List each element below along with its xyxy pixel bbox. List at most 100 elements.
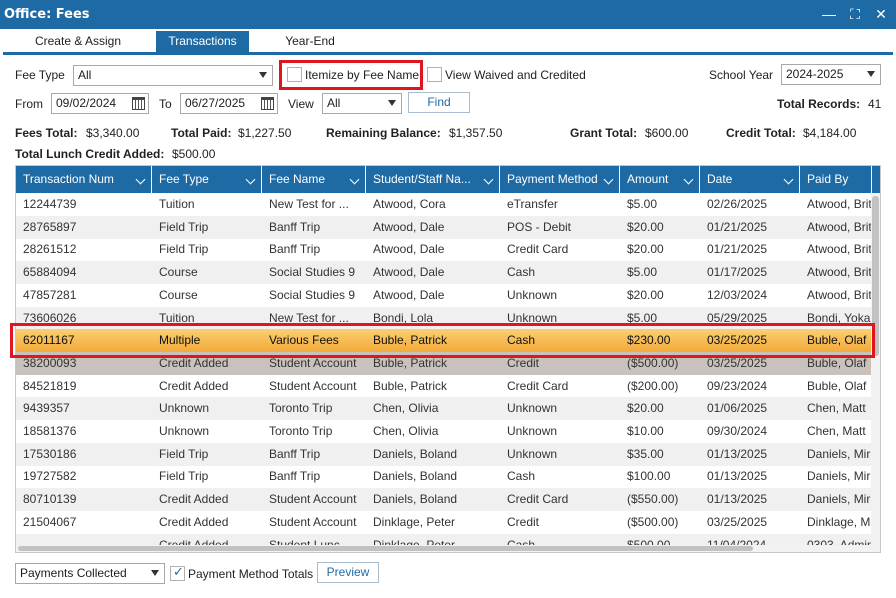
calendar-icon[interactable] [132,97,145,110]
chevron-down-icon[interactable] [349,174,360,185]
chevron-down-icon[interactable] [483,174,494,185]
column-header[interactable]: Fee Type [152,166,262,193]
table-cell: New Test for ... [269,310,349,325]
view-value: All [327,96,341,110]
tab-transactions[interactable]: Transactions [156,31,249,52]
table-cell: Chen, Olivia [373,424,439,438]
credit-total-value: $4,184.00 [803,126,857,140]
chevron-down-icon[interactable] [135,174,146,185]
table-row[interactable]: 47857281 Course Social Studies 9 Atwood, Da… [16,284,872,307]
table-cell: 03/25/2025 [707,333,768,348]
column-header[interactable]: Fee Name [262,166,366,193]
table-row[interactable]: 21504067 Credit Added Student Account Dinkl… [16,511,872,534]
column-header[interactable]: Amount [620,166,700,193]
table-cell: Daniels, Mir [807,492,871,507]
fee-type-select[interactable]: All [73,65,273,86]
itemize-checkbox[interactable] [287,67,302,82]
table-cell: $10.00 [627,424,664,438]
table-cell: 18581376 [23,424,77,438]
column-header[interactable]: Student/Staff Na... [366,166,500,193]
table-cell: Atwood, Dale [373,219,445,234]
vertical-scrollbar[interactable] [871,193,880,552]
payment-totals-checkbox[interactable]: ✓ [170,564,185,581]
column-header-label: Amount [627,172,669,186]
table-row[interactable]: 28261512 Field Trip Banff Trip Atwood, Dale… [16,238,872,261]
table-cell: 09/30/2024 [707,424,768,438]
to-date-value: 06/27/2025 [185,96,246,110]
grant-total-label: Grant Total: [570,126,638,140]
table-row[interactable]: 28765897 Field Trip Banff Trip Atwood, Dale… [16,215,872,239]
tab-create-assign[interactable]: Create & Assign [34,34,122,48]
scroll-thumb[interactable] [18,546,753,551]
table-row[interactable]: 19727582 Field Trip Banff Trip Daniels, Bol… [16,465,872,488]
table-cell: Chen, Olivia [373,401,439,416]
to-label: To [159,97,172,111]
column-header-label: Payment Method [507,172,598,186]
table-cell: Course [159,265,198,280]
table-cell: Atwood, Brit [807,287,872,302]
highlight-box-selected-row [10,323,875,358]
view-waived-checkbox[interactable] [427,67,442,82]
report-value: Payments Collected [20,566,127,580]
table-row[interactable]: 84521819 Credit Added Student Account Buble… [16,375,872,398]
table-cell: Buble, Patrick [373,333,448,348]
table-cell: Credit [507,355,540,370]
from-date-input[interactable]: 09/02/2024 [51,93,149,114]
column-header[interactable]: Paid By [800,166,872,193]
calendar-icon[interactable] [261,97,274,110]
table-cell: Cash [507,333,536,348]
table-cell: $35.00 [627,446,664,461]
table-row[interactable]: 9439357 Unknown Toronto Trip Chen, Olivia Un… [16,397,872,421]
chevron-down-icon[interactable] [683,174,694,185]
table-cell: 01/21/2025 [707,219,768,234]
chevron-down-icon[interactable] [245,174,256,185]
table-cell: Banff Trip [269,242,321,257]
table-cell: Student Account [269,378,357,393]
checkmark-icon: ✓ [173,564,184,579]
school-year-select[interactable]: 2024-2025 [781,64,881,85]
table-row[interactable]: 12244739 Tuition New Test for ... Atwood, C… [16,193,872,216]
table-row[interactable]: 18581376 Unknown Toronto Trip Chen, Olivia U… [16,420,872,443]
table-cell: Buble, Patrick [373,378,448,393]
school-year-label: School Year [709,68,774,82]
table-cell: 47857281 [23,287,77,302]
table-cell: 01/17/2025 [707,265,768,280]
table-cell: 65884094 [23,265,77,280]
close-icon[interactable]: ✕ [875,6,887,22]
table-row[interactable]: 17530186 Field Trip Banff Trip Daniels, Bol… [16,442,872,466]
minimize-icon[interactable]: — [822,6,836,22]
view-select[interactable]: All [322,93,402,114]
table-cell: Field Trip [159,469,209,484]
chevron-down-icon [259,72,267,78]
total-records-label: Total Records: [777,97,861,111]
table-cell: Bondi, Lola [373,310,434,325]
table-cell: Dinklage, M [807,514,871,529]
scroll-thumb[interactable] [872,196,879,356]
table-row-selected[interactable]: 62011167 Multiple Various Fees Buble, Patri… [16,329,872,353]
window-title: Office: Fees [4,7,90,22]
maximize-icon[interactable]: ⛶ [850,6,860,22]
lunch-credit-value: $500.00 [172,147,216,161]
column-header-label: Transaction Num [23,172,114,186]
column-header[interactable]: Date [700,166,800,193]
chevron-down-icon[interactable] [783,174,794,185]
fee-type-value: All [78,68,92,82]
table-cell: Buble, Patrick [373,355,448,370]
to-date-input[interactable]: 06/27/2025 [180,93,278,114]
table-cell: Credit Added [159,514,229,529]
report-select[interactable]: Payments Collected [15,563,165,584]
table-cell: 01/06/2025 [707,401,768,416]
table-row[interactable]: 65884094 Course Social Studies 9 Atwood, Da… [16,261,872,285]
table-cell: Credit Card [507,378,569,393]
column-header[interactable]: Payment Method [500,166,620,193]
table-cell: 21504067 [23,514,77,529]
highlight-box-itemize [279,60,423,90]
column-header[interactable]: Transaction Num [16,166,152,193]
find-button[interactable]: Find [408,92,470,113]
horizontal-scrollbar[interactable] [16,545,872,552]
preview-button[interactable]: Preview [317,562,379,583]
table-cell: Atwood, Brit [807,265,872,280]
tab-year-end[interactable]: Year-End [285,34,335,48]
chevron-down-icon[interactable] [603,174,614,185]
table-row[interactable]: 80710139 Credit Added Student Account Danie… [16,488,872,512]
